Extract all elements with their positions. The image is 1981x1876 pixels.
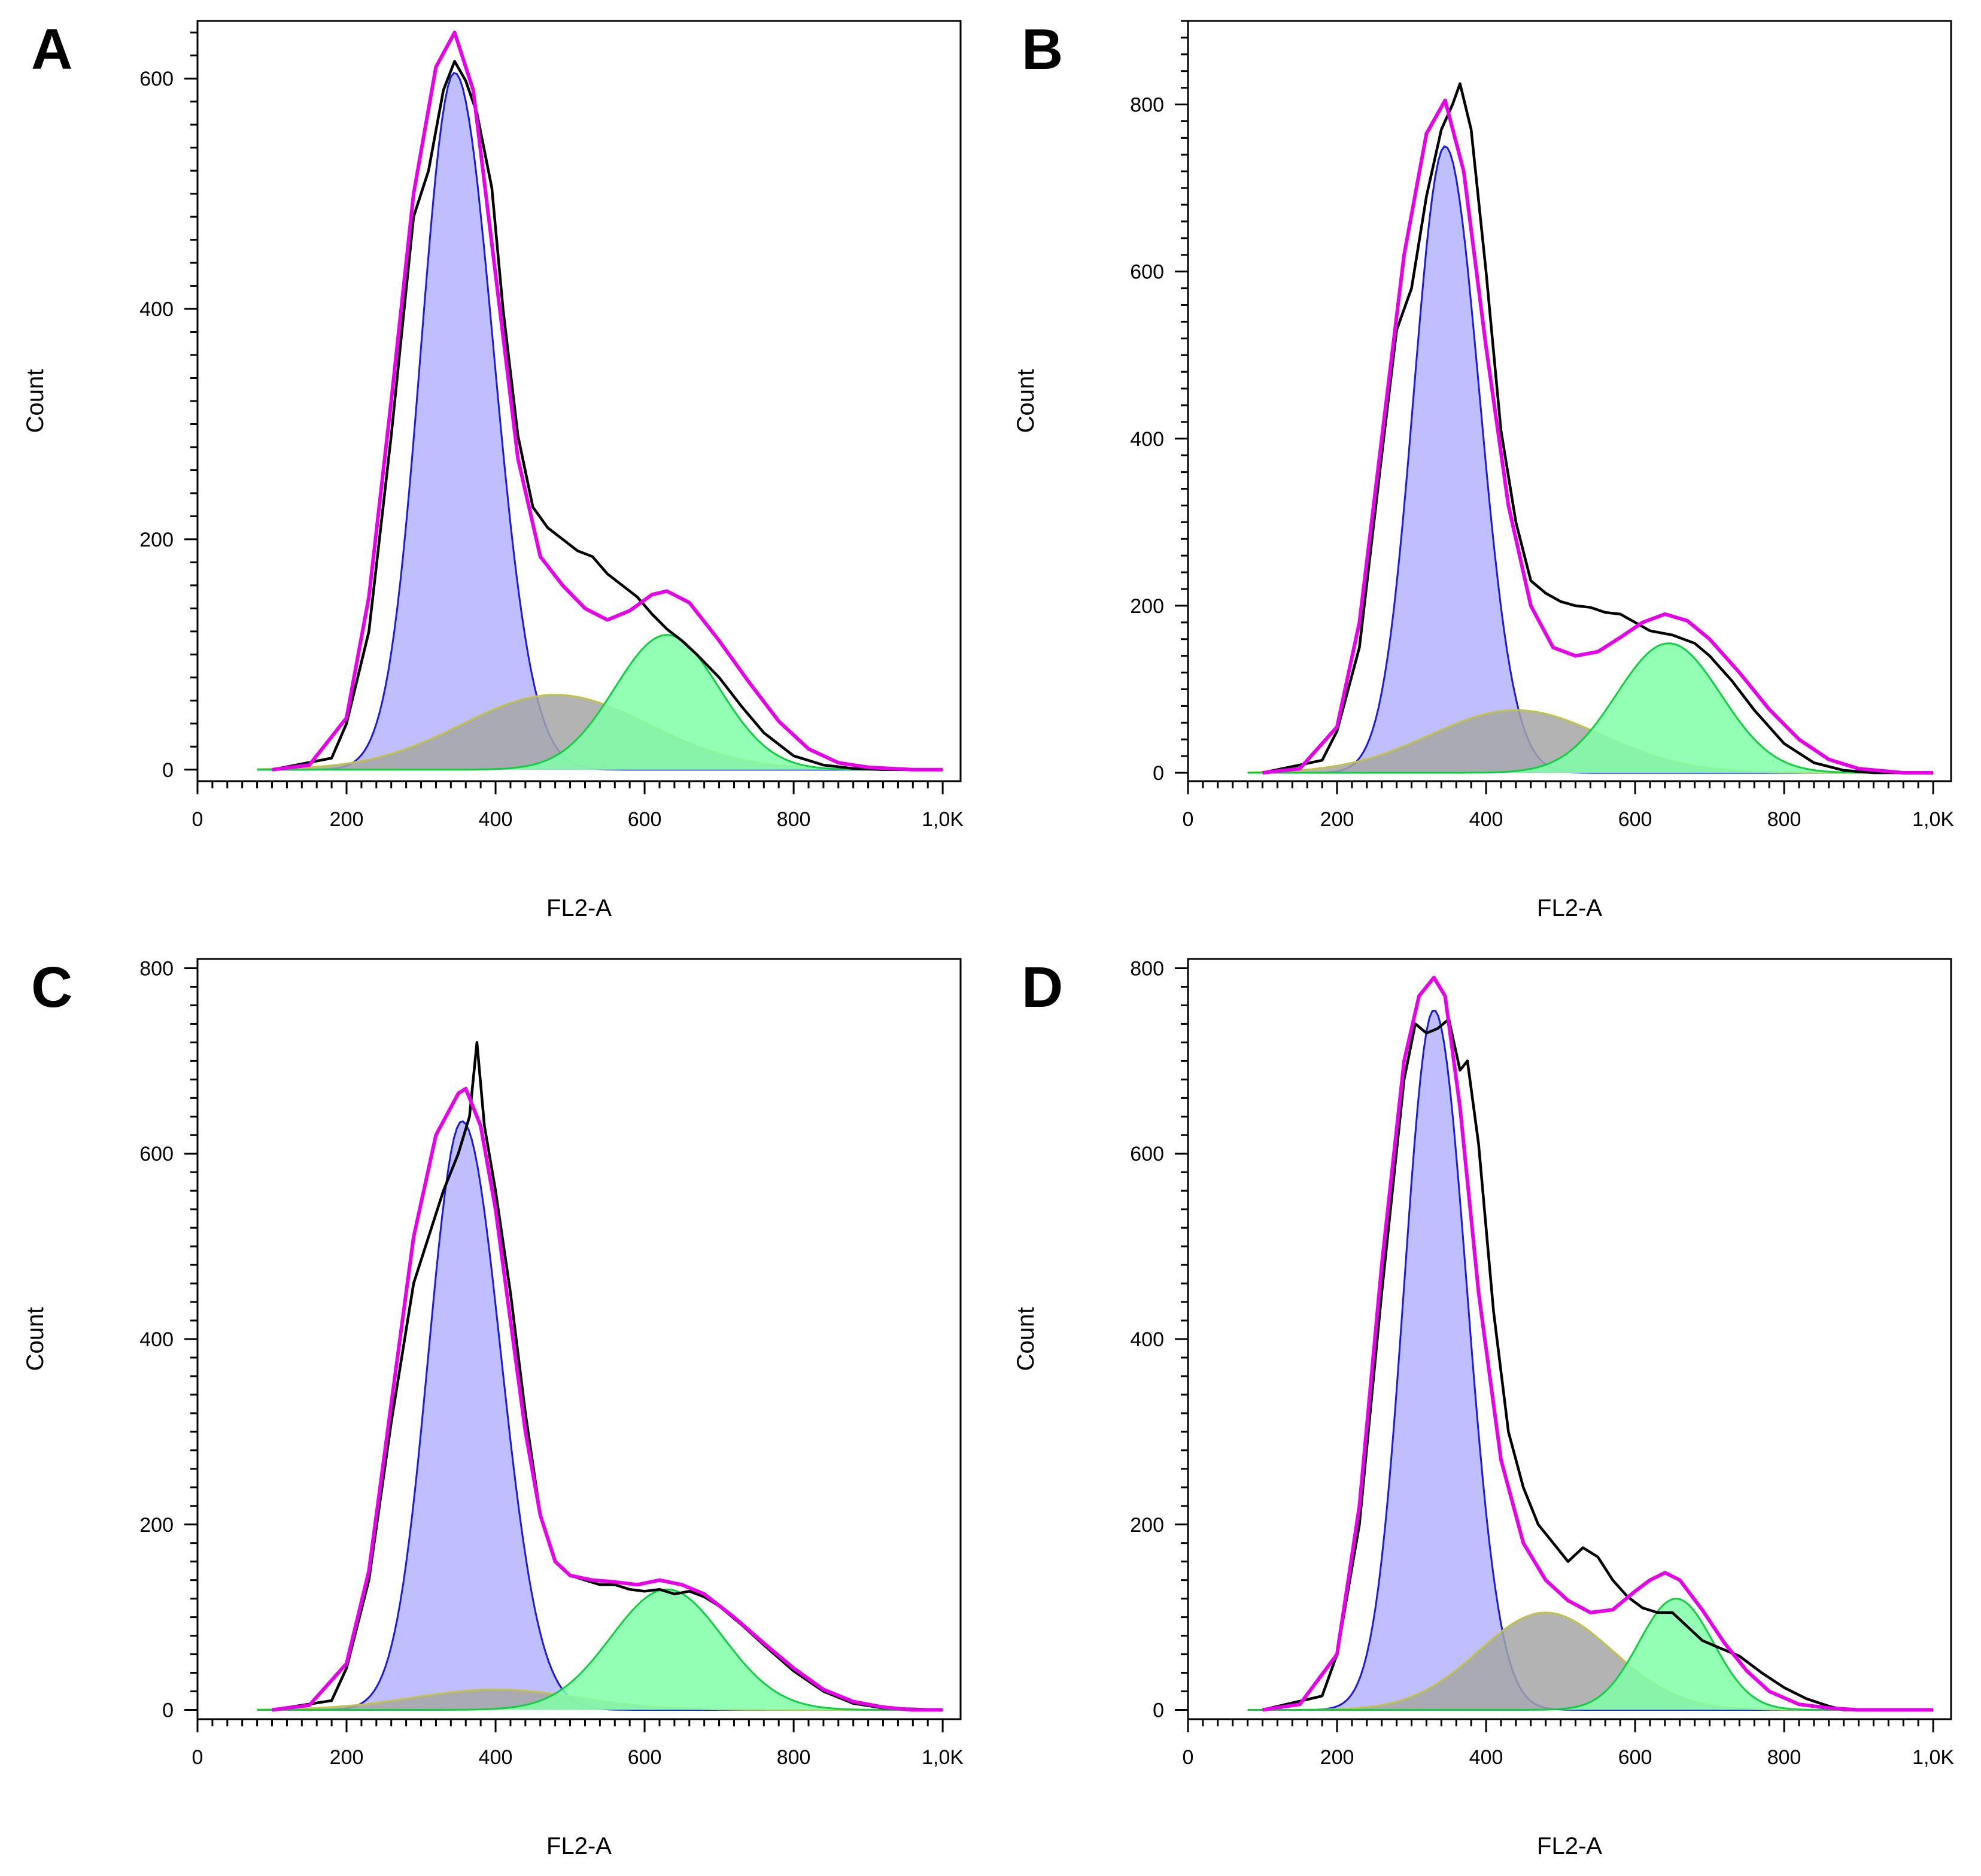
panel-a-observed-line (272, 60, 943, 772)
panel-c-label: C (31, 955, 72, 1019)
panel-b-fit-line (1262, 98, 1934, 775)
x-tick-label: 0 (1183, 808, 1194, 831)
panel-a-g2m-peak-area (257, 635, 943, 770)
panel-b-g0g1-peak-area (1247, 146, 1934, 773)
y-tick-label: 0 (162, 1699, 174, 1722)
panel-d-s-phase-area (1247, 1612, 1934, 1710)
x-tick-label: 0 (192, 1746, 203, 1769)
y-tick-label: 400 (1130, 428, 1164, 451)
panel-d: D 0 200 400 600 800 1,0K 0 200 400 600 800 FL2-A Coun… (991, 938, 1981, 1876)
y-tick-label: 0 (162, 759, 174, 782)
y-axis-label: Count (1013, 1307, 1039, 1371)
y-axis-label: Count (22, 369, 48, 433)
x-tick-label: 800 (1767, 808, 1801, 831)
x-axis-label: FL2-A (1537, 1833, 1602, 1859)
y-tick-label: 0 (1153, 1699, 1164, 1722)
panel-c: C 0 200 400 600 800 1,0K 0 200 400 600 800 FL2-A Coun… (0, 938, 991, 1876)
x-tick-label: 200 (330, 1746, 364, 1769)
x-tick-label: 600 (628, 808, 662, 831)
x-tick-label: 600 (1618, 808, 1652, 831)
x-tick-label: 400 (479, 808, 513, 831)
panel-d-g0g1-peak-area (1247, 1010, 1934, 1710)
y-tick-label: 400 (139, 298, 174, 321)
panel-a-fit-line (272, 31, 943, 772)
panel-a-chart: A 0 200 400 600 800 1,0K 0 200 400 600 FL2-A Count (22, 17, 964, 921)
x-tick-label: 400 (1469, 1746, 1503, 1769)
panel-a-label: A (31, 17, 72, 81)
x-tick-label: 1,0K (1912, 808, 1954, 831)
y-tick-label: 200 (1130, 595, 1164, 618)
y-tick-label: 200 (139, 1514, 174, 1537)
panel-b-chart: B 0 200 400 600 800 1,0K 0 200 400 600 800 FL2-A Coun… (1013, 17, 1954, 921)
panel-d-fit-line (1262, 976, 1934, 1712)
x-tick-label: 200 (330, 808, 364, 831)
y-tick-label: 200 (139, 529, 174, 551)
panel-c-observed-line (272, 1041, 943, 1711)
x-tick-label: 1,0K (1912, 1746, 1954, 1769)
panel-c-chart: C 0 200 400 600 800 1,0K 0 200 400 600 800 FL2-A Coun… (22, 955, 964, 1859)
x-tick-label: 800 (777, 1746, 811, 1769)
x-tick-label: 200 (1320, 808, 1354, 831)
panel-c-s-phase-area (257, 1689, 943, 1710)
panel-b-g2m-peak-area (1247, 643, 1934, 773)
x-tick-label: 200 (1320, 1746, 1354, 1769)
panel-c-g2m-peak-area-outline (257, 1588, 943, 1711)
x-axis-label: FL2-A (1537, 895, 1602, 921)
panel-a-g0g1-peak-area (257, 72, 943, 770)
plot-frame (1187, 20, 1952, 782)
panel-d-label: D (1022, 955, 1063, 1019)
panel-a-g2m-peak-area-outline (257, 634, 943, 771)
panel-b: B 0 200 400 600 800 1,0K 0 200 400 600 800 FL2-A Coun… (991, 0, 1981, 938)
y-tick-label: 600 (139, 1143, 174, 1165)
panel-d-g2m-peak-area-outline (1247, 1598, 1934, 1711)
x-tick-label: 0 (192, 808, 203, 831)
panel-c-g2m-peak-area (257, 1589, 943, 1710)
panel-c-g0g1-peak-area-outline (257, 1120, 943, 1711)
x-tick-label: 800 (1767, 1746, 1801, 1769)
y-axis-label: Count (22, 1307, 48, 1371)
y-tick-label: 600 (139, 68, 174, 90)
y-tick-label: 200 (1130, 1514, 1164, 1537)
panel-b-label: B (1022, 17, 1063, 81)
x-axis-label: FL2-A (546, 1833, 612, 1859)
panel-a: A 0 200 400 600 800 1,0K 0 200 400 600 FL2-A Count (0, 0, 991, 938)
x-axis-label: FL2-A (546, 895, 612, 921)
y-tick-label: 400 (139, 1328, 174, 1351)
panel-b-g2m-peak-area-outline (1247, 642, 1934, 774)
x-tick-label: 400 (479, 1746, 513, 1769)
panel-d-observed-line (1262, 1018, 1934, 1711)
panel-d-g0g1-peak-area-outline (1247, 1009, 1934, 1711)
x-tick-label: 600 (1618, 1746, 1652, 1769)
x-tick-label: 800 (777, 808, 811, 831)
plot-frame (196, 20, 962, 782)
panel-d-chart: D 0 200 400 600 800 1,0K 0 200 400 600 800 FL2-A Coun… (1013, 955, 1954, 1859)
y-tick-label: 600 (1130, 1143, 1164, 1165)
panel-c-fit-line (272, 1086, 943, 1712)
y-axis-label: Count (1013, 369, 1039, 433)
plot-frame (1187, 958, 1952, 1720)
y-tick-label: 800 (1130, 94, 1164, 117)
x-tick-label: 400 (1469, 808, 1503, 831)
x-tick-label: 600 (628, 1746, 662, 1769)
y-tick-label: 800 (139, 957, 174, 980)
y-tick-label: 800 (1130, 957, 1164, 980)
panel-b-observed-line (1262, 82, 1934, 775)
x-tick-label: 1,0K (922, 1746, 964, 1769)
plot-frame (196, 958, 962, 1720)
y-tick-label: 400 (1130, 1328, 1164, 1351)
panel-c-g0g1-peak-area (257, 1121, 943, 1710)
x-tick-label: 1,0K (922, 808, 964, 831)
y-tick-label: 600 (1130, 261, 1164, 284)
y-tick-label: 0 (1153, 762, 1164, 785)
x-tick-label: 0 (1183, 1746, 1194, 1769)
